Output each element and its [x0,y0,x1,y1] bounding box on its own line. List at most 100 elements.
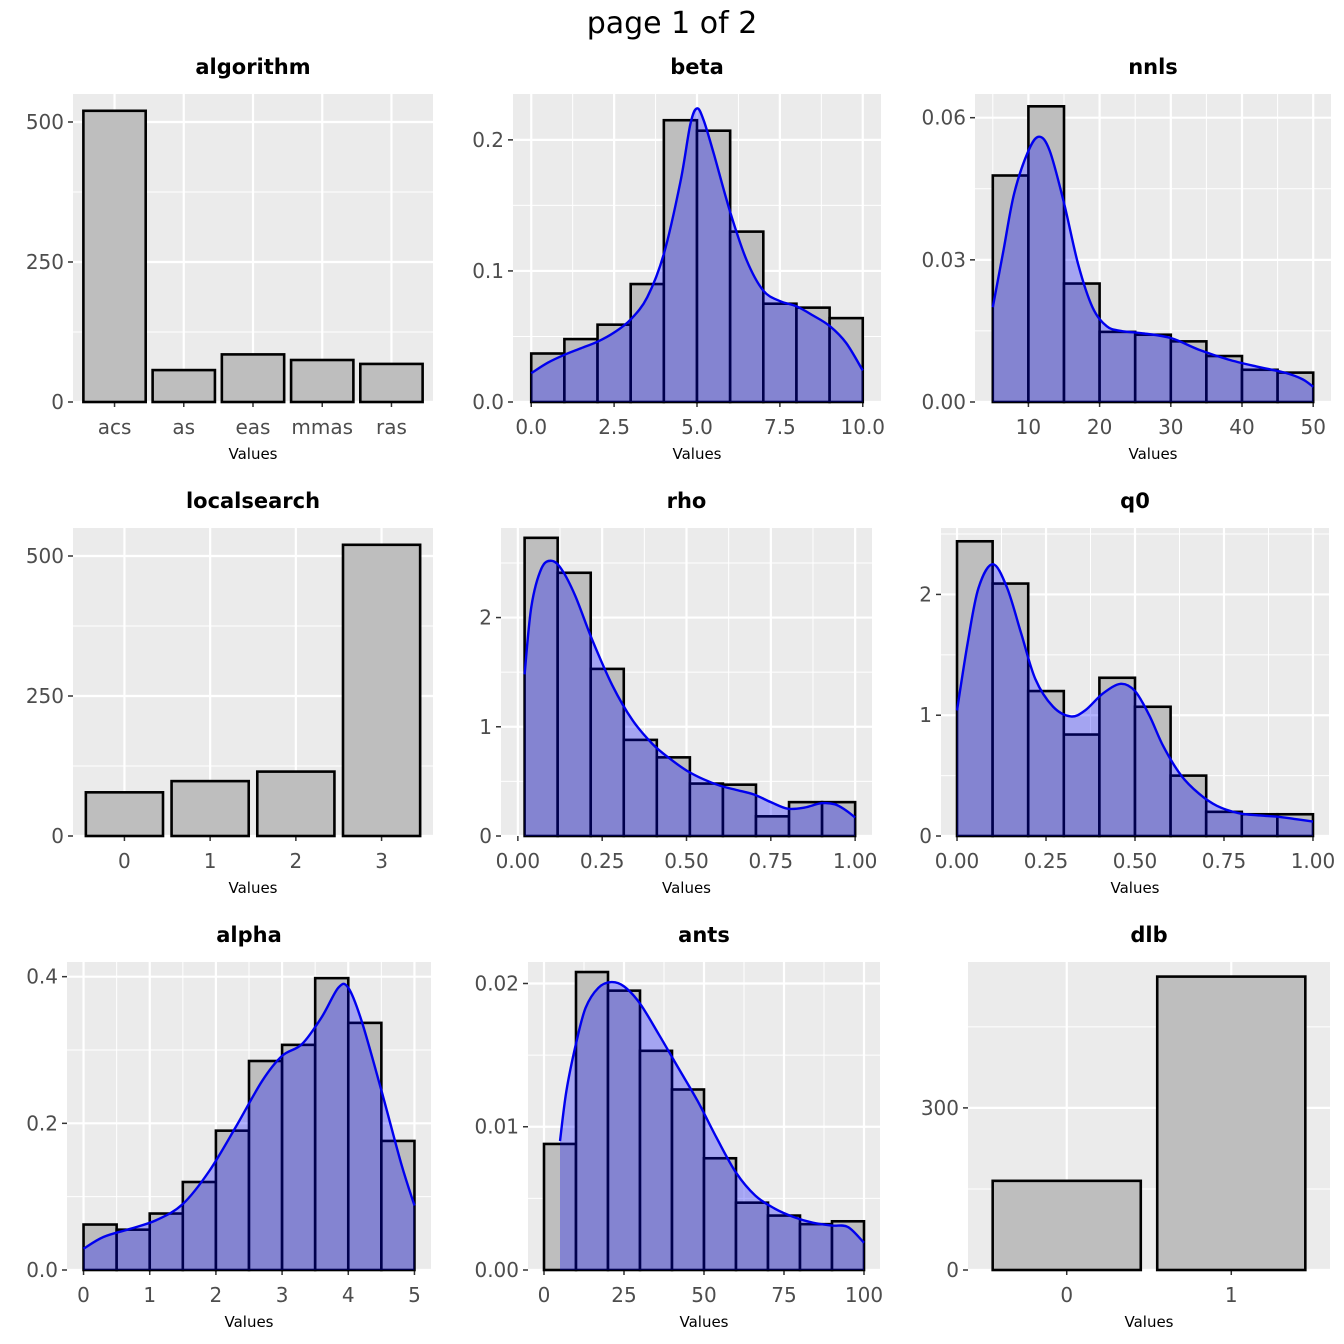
nnls-bar-3 [1098,330,1137,404]
algorithm-bar-mmas [289,358,355,404]
dlb-panel: dlb Values 0 300 0 1 [921,923,1330,1331]
beta-y-tick-label: 0.1 [472,259,504,283]
nnls-bar-6 [1205,354,1244,404]
ants-y-tick-label: 0.00 [474,1258,519,1282]
ants-x-axis-label: Values [679,1313,728,1331]
alpha-y-tick-label: 0.2 [26,1111,58,1135]
rho-y-tick-label: 2 [479,606,492,630]
q0-bar-0 [955,539,994,838]
q0-density-line [955,563,1314,823]
nnls-x-tick-label: 10 [1016,415,1041,439]
alpha-x-tick-label: 2 [210,1283,223,1307]
localsearch-bar-1 [170,779,251,838]
algorithm-bar-ras [359,362,424,404]
algorithm-bar-eas [220,353,286,404]
alpha-density-line [82,982,416,1250]
nnls-density-line [991,135,1314,388]
algorithm-x-tick-label: acs [98,415,132,439]
rho-bar-1 [556,571,593,838]
alpha-x-tick-label: 5 [408,1283,421,1307]
alpha-bar-0 [82,1223,118,1272]
beta-bar-7 [762,302,798,404]
q0-bar-3 [1062,733,1101,838]
ants-bar-0 [542,1142,578,1272]
beta-density-line [530,107,864,375]
alpha-bar-9 [380,1139,416,1272]
localsearch-x-tick-label: 0 [118,849,131,873]
alpha-x-tick-label: 1 [143,1283,156,1307]
alpha-bar-8 [346,1021,383,1272]
beta-panel: beta Values 0.0 0.1 0.2 0.0 2.5 5.0 7.5 10.0 [472,55,885,463]
rho-y-tick-label: 0 [479,824,492,848]
algorithm-x-tick-label: as [172,415,195,439]
ants-density-line [558,980,865,1244]
algorithm-y-tick-label: 250 [26,250,64,274]
ants-x-tick-label: 25 [611,1283,636,1307]
localsearch-bar-3 [341,543,422,838]
dlb-y-tick-label: 0 [946,1258,959,1282]
beta-bar-3 [629,282,666,404]
nnls-x-tick-label: 20 [1087,415,1112,439]
algorithm-y-tick-label: 500 [26,110,64,134]
ants-panel: ants Values 0.00 0.01 0.02 0 25 50 75 100 [474,923,883,1331]
ants-bar-9 [830,1219,866,1272]
ants-bar-5 [702,1156,738,1272]
dlb-title: dlb [1130,923,1167,947]
ants-x-tick-label: 50 [691,1283,716,1307]
dlb-bar-1 [1155,975,1307,1272]
q0-x-tick-label: 1.00 [1291,849,1336,873]
q0-y-tick-label: 1 [919,703,932,727]
page-title: page 1 of 2 [587,6,758,41]
q0-x-axis-label: Values [1110,879,1159,897]
algorithm-x-tick-label: mmas [291,415,353,439]
ants-density-area [560,982,864,1270]
q0-panel: q0 Values 0 1 2 0.00 0.25 0.50 0.75 1.00 [919,489,1335,897]
rho-y-tick-label: 1 [479,715,492,739]
rho-bar-3 [622,738,659,838]
ants-bar-7 [766,1214,802,1272]
beta-y-tick-label: 0.0 [472,390,504,414]
dlb-x-axis-label: Values [1124,1313,1173,1331]
alpha-panel: alpha Values 0.0 0.2 0.4 0 1 2 3 4 5 [26,923,431,1331]
nnls-density-area [992,136,1314,402]
localsearch-bar-0 [84,791,165,838]
rho-density-line [523,559,856,819]
alpha-title: alpha [216,923,282,947]
alpha-y-tick-label: 0.4 [26,965,58,989]
nnls-bar-7 [1240,368,1279,404]
algorithm-x-tick-label: eas [236,415,271,439]
q0-bar-4 [1098,676,1137,838]
localsearch-x-tick-label: 2 [289,849,302,873]
nnls-y-tick-label: 0.00 [921,390,966,414]
alpha-x-tick-label: 4 [342,1283,355,1307]
ants-y-tick-label: 0.01 [474,1115,519,1139]
q0-x-tick-label: 0.75 [1202,849,1247,873]
algorithm-x-tick-label: ras [376,415,407,439]
rho-x-tick-label: 0.00 [496,849,541,873]
algorithm-bar-as [151,368,217,404]
rho-x-tick-label: 1.00 [833,849,878,873]
rho-x-tick-label: 0.25 [580,849,625,873]
rho-x-tick-label: 0.75 [749,849,794,873]
q0-y-tick-label: 0 [919,824,932,848]
alpha-x-tick-label: 3 [276,1283,289,1307]
rho-bar-9 [820,800,857,838]
beta-x-tick-label: 5.0 [681,415,713,439]
alpha-y-tick-label: 0.0 [26,1258,58,1282]
q0-bar-2 [1026,689,1066,838]
algorithm-y-tick-label: 0 [51,390,64,414]
localsearch-x-axis-label: Values [228,879,277,897]
beta-x-tick-label: 2.5 [598,415,630,439]
alpha-bar-5 [247,1059,284,1272]
localsearch-x-tick-label: 1 [204,849,217,873]
nnls-x-axis-label: Values [1128,445,1177,463]
nnls-x-tick-label: 50 [1300,415,1325,439]
beta-x-tick-label: 0.0 [515,415,547,439]
nnls-x-tick-label: 40 [1229,415,1254,439]
rho-panel: rho Values 0 1 2 0.00 0.25 0.50 0.75 1.00 [479,489,877,897]
localsearch-panel: localsearch Values 0 250 500 0 1 2 3 [26,489,433,897]
alpha-x-axis-label: Values [224,1313,273,1331]
alpha-x-tick-label: 0 [77,1283,90,1307]
beta-density-area [531,108,863,402]
ants-bar-4 [670,1088,706,1272]
